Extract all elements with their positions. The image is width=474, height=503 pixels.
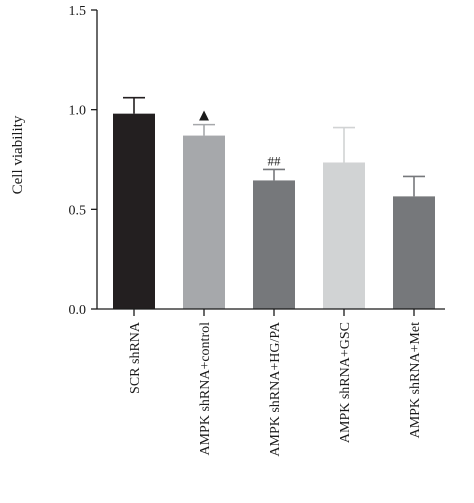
significance-marker: ## [268,153,282,168]
bars: ▲ ## [113,96,435,309]
x-tick-label: AMPK shRNA+GSC [338,322,353,443]
x-axis: SCR shRNA AMPK shRNA+control AMPK shRNA+HG… [97,308,445,457]
bar [113,113,155,309]
y-axis-title: Cell viability [10,115,26,194]
x-tick-label: AMPK shRNA+Met [408,322,423,439]
bar [183,135,225,309]
x-tick-label: AMPK shRNA+HG/PA [268,321,283,456]
y-tick-label: 1.5 [69,4,87,19]
bar [323,162,365,309]
bar [393,196,435,309]
x-tick-label: AMPK shRNA+control [198,322,213,456]
y-axis: 0.0 0.5 1.0 1.5 [69,4,98,318]
significance-marker: ▲ [196,106,213,125]
bar [253,180,295,309]
x-tick-label: SCR shRNA [128,321,143,394]
y-tick-label: 1.0 [69,104,87,119]
y-tick-label: 0.0 [69,303,87,318]
y-tick-label: 0.5 [69,203,87,218]
